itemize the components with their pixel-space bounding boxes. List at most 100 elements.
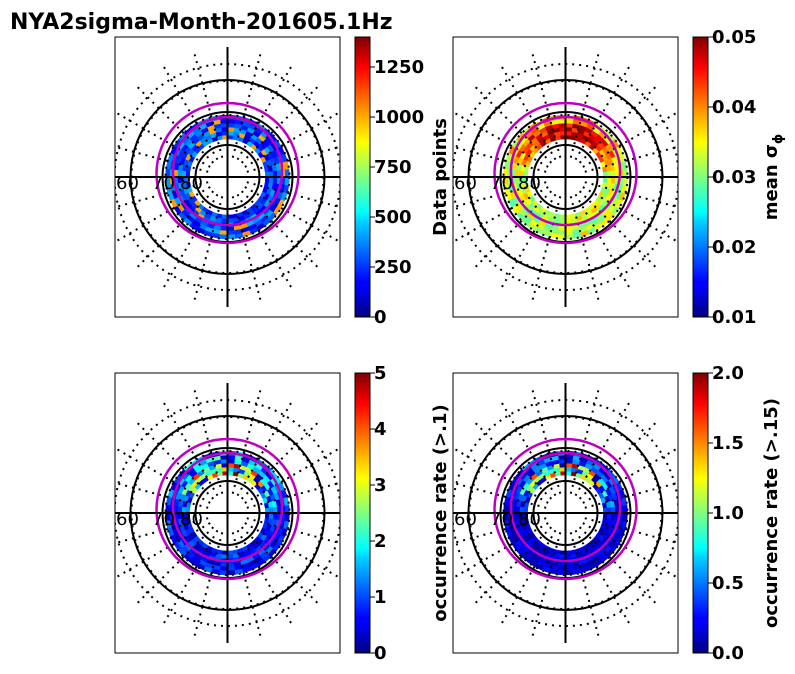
dotted-meridian xyxy=(240,526,321,606)
colorbar-gradient xyxy=(354,372,371,654)
lat-label: 70 xyxy=(490,509,513,530)
dotted-meridian xyxy=(453,181,547,209)
heatmap-cell xyxy=(565,234,574,240)
dotted-meridian xyxy=(192,51,224,158)
dotted-meridian xyxy=(240,84,321,164)
dotted-meridian xyxy=(236,529,294,627)
colorbar-tick-label: 2 xyxy=(374,531,387,552)
axes-frame xyxy=(452,36,679,318)
dotted-meridian xyxy=(246,481,340,509)
dotted-meridian xyxy=(453,145,547,173)
heatmap xyxy=(165,450,290,576)
dotted-meridian xyxy=(240,420,321,500)
lat-label: 70 xyxy=(490,173,513,194)
auroral-oval-inner xyxy=(171,115,284,227)
colorbar-tick-label: 0.02 xyxy=(712,237,756,258)
lat-label: 80 xyxy=(518,173,541,194)
dotted-meridian xyxy=(472,84,553,164)
axes-frame xyxy=(114,372,341,654)
colorbar-tick-label: 1 xyxy=(374,587,387,608)
heatmap-cell xyxy=(284,504,290,514)
dotted-meridian xyxy=(569,196,601,303)
dotted-meridian xyxy=(236,193,294,291)
auroral-oval xyxy=(493,101,638,245)
lat-label: 70 xyxy=(152,509,175,530)
lat-label: 60 xyxy=(454,173,477,194)
dotted-meridian xyxy=(115,481,209,509)
dotted-meridian xyxy=(192,196,224,303)
dotted-meridian xyxy=(246,145,340,173)
dotted-meridian xyxy=(453,186,549,243)
dotted-meridian xyxy=(244,186,340,243)
dotted-meridian xyxy=(236,63,294,161)
plot-area: 60 70 80 xyxy=(115,383,340,643)
dotted-meridian xyxy=(472,526,553,606)
dotted-meridian xyxy=(240,190,321,270)
dotted-meridian xyxy=(569,387,601,494)
heatmap-cell xyxy=(227,570,236,576)
colorbar-label: mean σϕ xyxy=(761,134,786,221)
heatmap-cell xyxy=(622,168,628,178)
colorbar-tick-label: 5 xyxy=(374,363,387,384)
dotted-meridian xyxy=(161,399,219,497)
colorbar-tick-label: 1000 xyxy=(374,107,424,128)
colorbar-tick-label: 0.5 xyxy=(712,573,744,594)
dotted-meridian xyxy=(499,193,557,291)
dotted-meridian xyxy=(499,63,557,161)
colorbar: 0.01 0.02 0.03 0.04 0.05 mean σϕ xyxy=(692,27,786,328)
dotted-meridian xyxy=(134,190,215,270)
colorbar-tick-label: 750 xyxy=(374,157,412,178)
lat-label: 80 xyxy=(180,509,203,530)
dotted-meridian xyxy=(246,517,340,545)
dotted-meridian xyxy=(578,84,659,164)
dotted-meridian xyxy=(236,399,294,497)
dotted-meridian xyxy=(574,193,632,291)
dotted-meridian xyxy=(115,447,211,504)
colorbar-tick-label: 0.0 xyxy=(712,643,744,664)
dotted-meridian xyxy=(115,181,209,209)
dotted-meridian xyxy=(134,526,215,606)
dotted-meridian xyxy=(115,522,211,579)
dotted-meridian xyxy=(582,522,678,579)
lat-label: 80 xyxy=(180,173,203,194)
auroral-oval xyxy=(155,101,300,245)
lat-label: 60 xyxy=(454,509,477,530)
auroral-oval xyxy=(493,437,638,581)
dotted-meridian xyxy=(244,447,340,504)
colorbar-tick-label: 0.03 xyxy=(712,167,756,188)
auroral-oval xyxy=(155,437,300,581)
polar-panel-4: 60 70 80 0.0 0.5 1.0 1.5 2.0 occurrence rate (>.… xyxy=(452,363,782,664)
dotted-meridian xyxy=(574,529,632,627)
plot-area: 60 70 80 xyxy=(115,47,340,307)
dotted-meridian xyxy=(453,447,549,504)
dotted-meridian xyxy=(584,181,678,209)
dotted-meridian xyxy=(453,522,549,579)
colorbar-tick-label: 3 xyxy=(374,475,387,496)
plot-area: 60 70 80 xyxy=(453,383,678,643)
dotted-meridian xyxy=(192,532,224,639)
colorbar-label: Data points xyxy=(430,118,451,236)
figure-title: NYA2sigma-Month-201605.1Hz xyxy=(10,10,393,35)
dotted-meridian xyxy=(231,532,263,639)
dotted-meridian xyxy=(115,517,209,545)
lat-label: 80 xyxy=(518,509,541,530)
dotted-meridian xyxy=(472,190,553,270)
colorbar-gradient xyxy=(692,36,709,318)
dotted-meridian xyxy=(530,51,562,158)
dotted-meridian xyxy=(134,84,215,164)
heatmap-cell xyxy=(565,570,574,576)
dotted-meridian xyxy=(453,481,547,509)
dotted-meridian xyxy=(246,181,340,209)
dotted-meridian xyxy=(584,481,678,509)
colorbar: 0 1 2 3 4 5 occurrence rate (>.1) xyxy=(354,363,451,664)
dotted-meridian xyxy=(578,420,659,500)
colorbar-tick-label: 0 xyxy=(374,307,387,328)
auroral-oval-inner xyxy=(509,115,622,227)
dotted-meridian xyxy=(574,63,632,161)
dotted-meridian xyxy=(244,111,340,168)
colorbar-tick-label: 0.04 xyxy=(712,97,756,118)
lat-label: 70 xyxy=(152,173,175,194)
dotted-meridian xyxy=(115,111,211,168)
dotted-meridian xyxy=(499,399,557,497)
